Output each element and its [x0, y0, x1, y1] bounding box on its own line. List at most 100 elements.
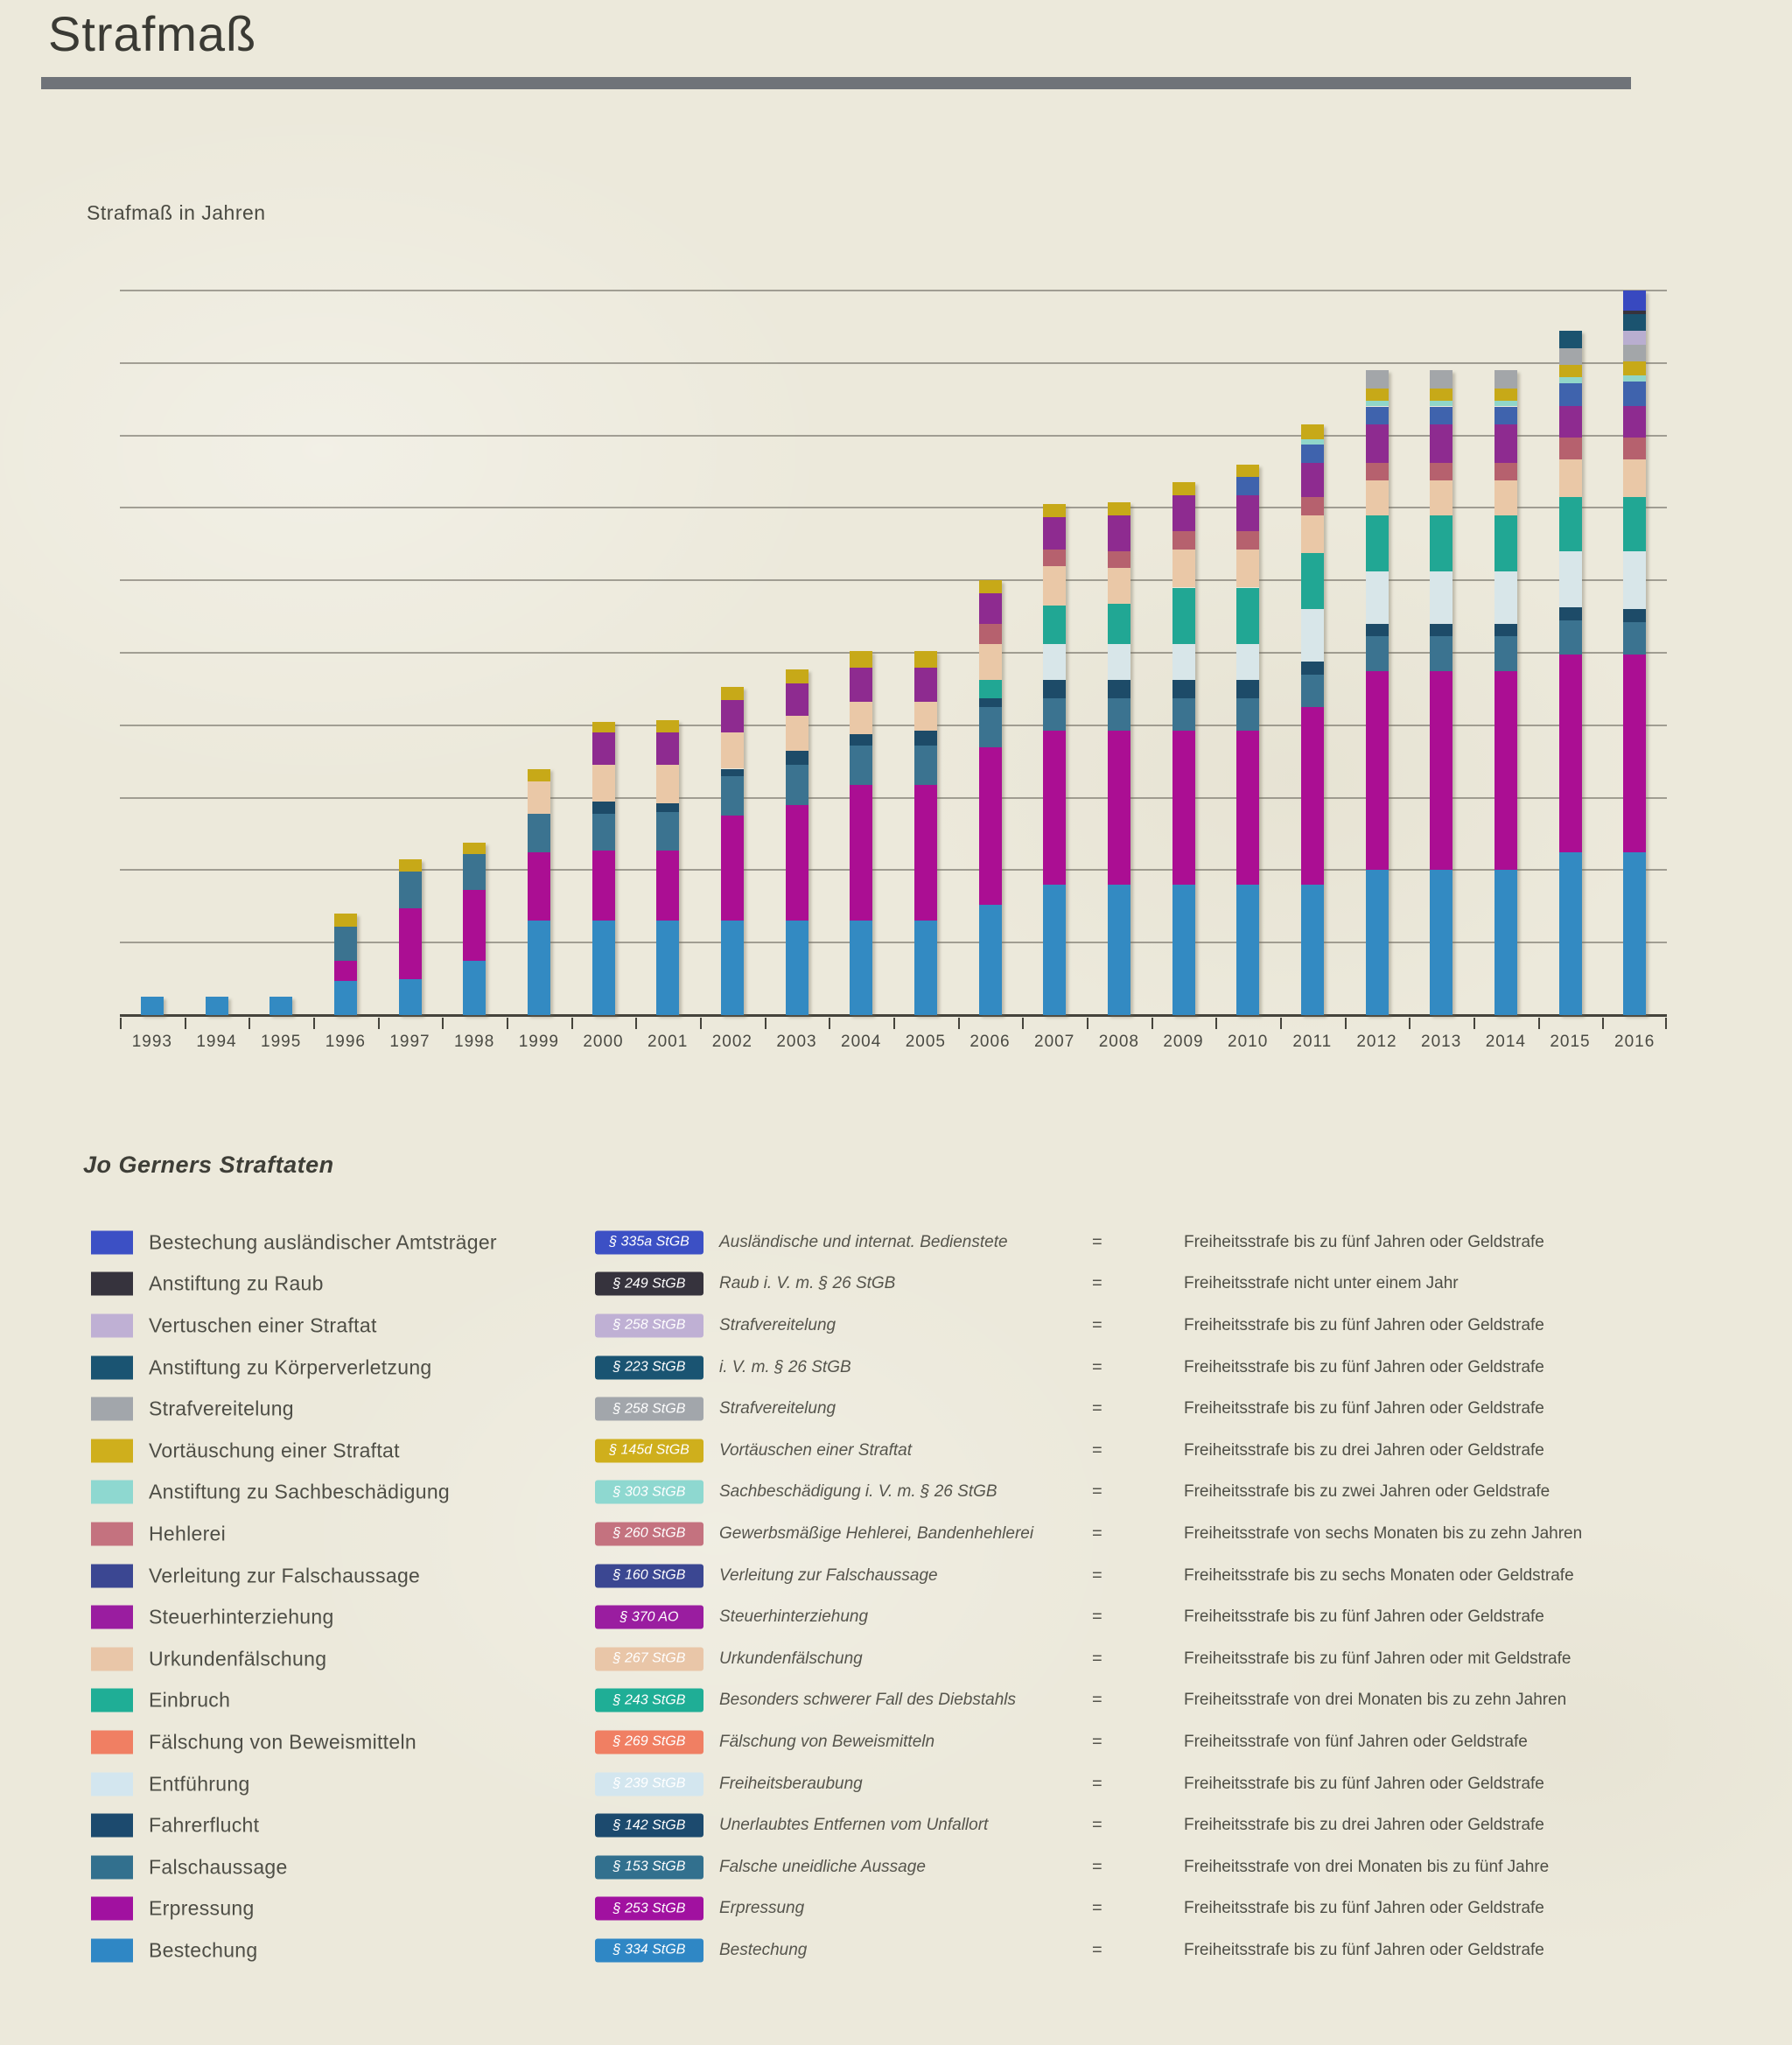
grid-line-80 — [120, 724, 1667, 726]
bar-segment-hehlerei — [1365, 462, 1389, 481]
bar-segment-verleitung_falschaussage — [1430, 406, 1453, 425]
legend-color-chip — [91, 1397, 133, 1421]
bar-segment-vortaeuschung — [850, 650, 873, 668]
bar-segment-steuerhinterziehung — [978, 592, 1002, 624]
x-axis-tick — [1280, 1018, 1282, 1029]
bar-segment-steuerhinterziehung — [1430, 424, 1453, 463]
bar-segment-bestechung — [1430, 870, 1453, 1015]
bar-segment-erpressung — [720, 816, 744, 921]
bar-segment-verleitung_falschaussage — [1300, 444, 1324, 463]
legend-paragraph-badge: § 223 StGB — [595, 1355, 704, 1380]
bar-segment-urkundenfaelschung — [592, 765, 615, 802]
legend-penalty-text: Freiheitsstrafe bis zu fünf Jahren oder … — [1184, 1399, 1544, 1418]
equals-sign: = — [1092, 1649, 1102, 1669]
x-axis-label-2002: 2002 — [711, 1033, 752, 1051]
bar-segment-steuerhinterziehung — [1623, 406, 1647, 438]
bar-segment-falschaussage — [914, 745, 937, 786]
legend-penalty-text: Freiheitsstrafe bis zu drei Jahren oder … — [1184, 1816, 1544, 1835]
legend-description: i. V. m. § 26 StGB — [719, 1357, 851, 1376]
bar-1993 — [140, 997, 164, 1015]
legend-crime-label: Strafvereitelung — [149, 1397, 294, 1420]
bar-2003 — [785, 669, 808, 1015]
bar-1999 — [527, 768, 550, 1015]
x-axis-tick — [764, 1018, 766, 1029]
legend-crime-label: Bestechung ausländischer Amtsträger — [149, 1230, 497, 1254]
bar-segment-urkundenfaelschung — [1172, 550, 1195, 588]
legend-penalty-text: Freiheitsstrafe von drei Monaten bis zu … — [1184, 1691, 1567, 1710]
bar-segment-fahrerflucht — [914, 731, 937, 746]
grid-line-160 — [120, 434, 1667, 437]
legend-penalty-text: Freiheitsstrafe von fünf Jahren oder Gel… — [1184, 1732, 1528, 1751]
legend-description: Ausländische und internat. Bedienstete — [719, 1232, 1008, 1251]
legend-crime-label: Einbruch — [149, 1688, 231, 1712]
bar-segment-verleitung_falschaussage — [1365, 406, 1389, 425]
equals-sign: = — [1092, 1565, 1102, 1586]
x-axis-label-1995: 1995 — [261, 1033, 302, 1051]
bar-segment-sachbeschaedigung — [1558, 377, 1582, 383]
bar-segment-falschaussage — [398, 872, 422, 908]
x-axis-tick — [635, 1018, 638, 1029]
legend-row: Falschaussage § 153 StGB Falsche uneidlich… — [0, 1846, 1792, 1888]
bar-segment-bestechung — [720, 921, 744, 1015]
bar-segment-entfuehrung — [1300, 609, 1324, 662]
bar-segment-falschaussage — [656, 812, 680, 851]
bar-segment-koerperverletzung — [1623, 313, 1647, 331]
legend-paragraph-badge: § 334 StGB — [595, 1938, 704, 1963]
bar-2012 — [1365, 370, 1389, 1015]
legend-crime-label: Erpressung — [149, 1896, 255, 1920]
bar-segment-bestechung — [1623, 851, 1647, 1015]
title-rule — [41, 77, 1631, 89]
legend-paragraph-badge: § 243 StGB — [595, 1688, 704, 1712]
x-axis-label-1996: 1996 — [325, 1033, 366, 1051]
legend-description: Urkundenfälschung — [719, 1649, 863, 1668]
legend-description: Unerlaubtes Entfernen vom Unfallort — [719, 1816, 989, 1835]
bar-segment-bestechung — [1043, 884, 1067, 1015]
legend-color-chip — [91, 1813, 133, 1838]
equals-sign: = — [1092, 1440, 1102, 1460]
legend-crime-label: Anstiftung zu Sachbeschädigung — [149, 1480, 451, 1503]
bar-segment-einbruch — [1623, 497, 1647, 552]
legend-description: Fälschung von Beweismitteln — [719, 1732, 935, 1751]
bar-segment-vortaeuschung — [1365, 388, 1389, 402]
legend-crime-label: Vertuschen einer Straftat — [149, 1313, 377, 1337]
bar-segment-erpressung — [1107, 731, 1130, 885]
bar-segment-bestechung — [1300, 884, 1324, 1015]
x-axis-label-2015: 2015 — [1550, 1033, 1591, 1051]
bar-segment-bestechung — [1236, 884, 1260, 1015]
x-axis-tick — [700, 1018, 702, 1029]
bar-segment-erpressung — [1043, 731, 1067, 885]
bar-segment-bestechung — [914, 921, 937, 1015]
legend-color-chip — [91, 1855, 133, 1880]
bar-segment-urkundenfaelschung — [914, 701, 937, 732]
bar-segment-steuerhinterziehung — [1300, 462, 1324, 497]
bar-segment-erpressung — [463, 890, 486, 961]
legend-crime-label: Vortäuschung einer Straftat — [149, 1439, 400, 1462]
bar-segment-entfuehrung — [1236, 643, 1260, 681]
legend-crime-label: Urkundenfälschung — [149, 1647, 327, 1670]
legend-crime-label: Verleitung zur Falschaussage — [149, 1564, 421, 1587]
bar-segment-vortaeuschung — [1236, 464, 1260, 478]
equals-sign: = — [1092, 1857, 1102, 1877]
bar-segment-erpressung — [978, 746, 1002, 905]
bar-segment-sachbeschaedigung — [1494, 401, 1517, 407]
equals-sign: = — [1092, 1607, 1102, 1627]
x-axis-label-1999: 1999 — [518, 1033, 559, 1051]
legend-penalty-text: Freiheitsstrafe bis zu fünf Jahren oder … — [1184, 1607, 1544, 1627]
legend-penalty-text: Freiheitsstrafe bis zu fünf Jahren oder … — [1184, 1649, 1572, 1668]
bar-segment-vortaeuschung — [1107, 502, 1130, 515]
x-axis-label-2005: 2005 — [905, 1033, 946, 1051]
bar-segment-vortaeuschung — [720, 687, 744, 700]
bar-segment-erpressung — [1300, 707, 1324, 885]
bar-segment-urkundenfaelschung — [656, 765, 680, 803]
x-axis-label-2009: 2009 — [1163, 1033, 1204, 1051]
bar-1996 — [333, 914, 357, 1015]
legend-color-chip — [91, 1439, 133, 1463]
legend-penalty-text: Freiheitsstrafe bis zu fünf Jahren oder … — [1184, 1315, 1544, 1334]
x-axis-label-2008: 2008 — [1098, 1033, 1139, 1051]
x-axis-label-2001: 2001 — [648, 1033, 689, 1051]
bar-segment-fahrerflucht — [1430, 623, 1453, 637]
legend-row: Erpressung § 253 StGB Erpressung = Freiheits… — [0, 1888, 1792, 1930]
equals-sign: = — [1092, 1398, 1102, 1418]
legend-color-chip — [91, 1730, 133, 1754]
bar-segment-urkundenfaelschung — [1430, 480, 1453, 515]
